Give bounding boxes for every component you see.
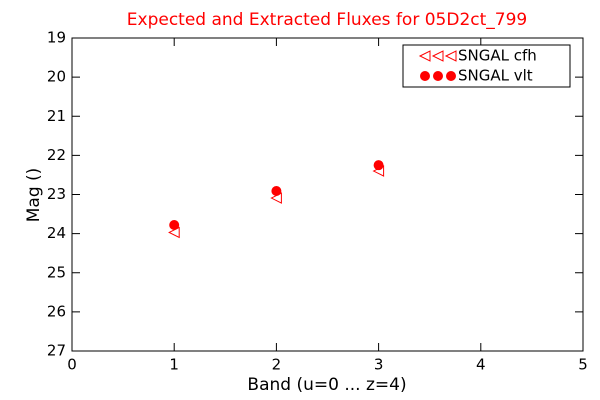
legend-marker bbox=[418, 50, 431, 62]
legend-label: SNGAL cfh bbox=[458, 47, 537, 65]
legend-marker bbox=[420, 71, 430, 81]
legend-box bbox=[402, 44, 571, 88]
y-axis-label: Mag () bbox=[24, 168, 44, 223]
y-tick-label: 19 bbox=[47, 29, 66, 47]
x-tick-label: 4 bbox=[476, 356, 486, 374]
x-tick-label: 5 bbox=[578, 356, 588, 374]
legend-label: SNGAL vlt bbox=[458, 67, 533, 85]
point bbox=[169, 220, 180, 231]
y-tick-label: 24 bbox=[47, 224, 66, 242]
x-axis-label: Band (u=0 ... z=4) bbox=[247, 375, 406, 395]
y-tick-label: 25 bbox=[47, 263, 66, 281]
chart-title: Expected and Extracted Fluxes for 05D2ct… bbox=[127, 10, 527, 30]
legend-marker bbox=[446, 71, 456, 81]
y-tick-label: 22 bbox=[47, 146, 66, 164]
legend-marker bbox=[433, 71, 443, 81]
y-tick-label: 20 bbox=[47, 68, 66, 86]
point bbox=[271, 185, 282, 196]
point bbox=[373, 160, 384, 171]
y-tick-label: 21 bbox=[47, 107, 66, 125]
x-tick-label: 3 bbox=[374, 356, 384, 374]
y-tick-label: 27 bbox=[47, 342, 66, 360]
x-tick-label: 1 bbox=[169, 356, 179, 374]
legend-marker bbox=[444, 50, 457, 62]
y-tick-label: 26 bbox=[47, 302, 66, 320]
legend-marker bbox=[431, 50, 444, 62]
y-tick-label: 23 bbox=[47, 185, 66, 203]
x-tick-label: 2 bbox=[272, 356, 282, 374]
x-tick-label: 0 bbox=[67, 356, 77, 374]
